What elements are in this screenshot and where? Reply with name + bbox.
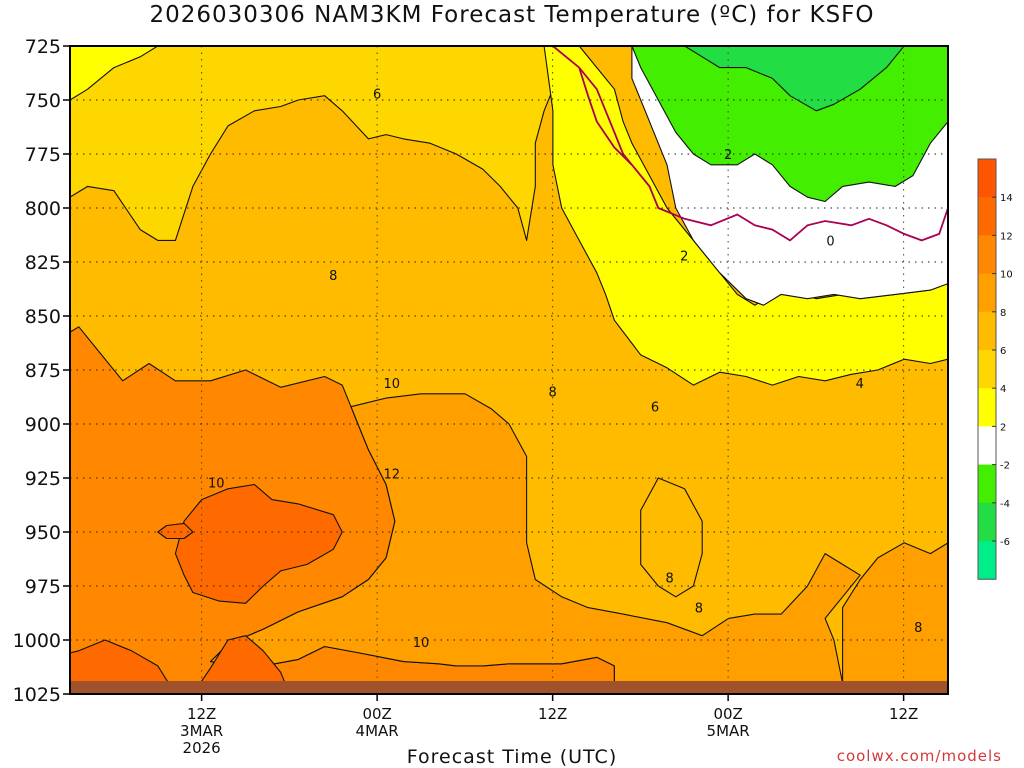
- y-tick-label: 725: [25, 36, 61, 58]
- band-region: [543, 46, 948, 386]
- colorbar-band: [978, 197, 996, 236]
- x-tick-label: 12Z: [187, 705, 216, 723]
- y-axis: 725 750 775 800 825 850 875 900 925 950 975 1000 102…: [13, 36, 70, 706]
- x-tick-label: 5MAR: [707, 722, 750, 740]
- band-region: [70, 639, 176, 694]
- x-tick-label: 00Z: [713, 705, 742, 723]
- y-tick-label: 825: [25, 252, 61, 274]
- band-region: [842, 542, 948, 694]
- contour-label: 2: [680, 250, 688, 265]
- colorbar-band: [978, 464, 996, 504]
- chart-title: 2026030306 NAM3KM Forecast Temperature (…: [149, 2, 875, 28]
- x-tick-label: 12Z: [538, 705, 567, 723]
- contour-label: 10: [383, 377, 400, 392]
- x-tick-label: 3MAR: [180, 722, 223, 740]
- colorbar-label: 14: [1000, 193, 1013, 204]
- colorbar-band: [978, 541, 996, 580]
- x-axis-title: Forecast Time (UTC): [406, 746, 618, 768]
- colorbar-label: 2: [1000, 422, 1006, 433]
- colorbar-band: [978, 502, 996, 542]
- colorbar-label: -2: [1000, 461, 1010, 472]
- y-tick-label: 775: [25, 144, 61, 166]
- colorbar-label: 8: [1000, 308, 1006, 319]
- band-region: [70, 46, 563, 241]
- y-tick-label: 1000: [13, 630, 61, 652]
- colorbar-label: -4: [1000, 499, 1010, 510]
- contour-line-zero: [578, 67, 633, 166]
- colorbar-band: [978, 311, 996, 351]
- band-region: [684, 46, 905, 112]
- y-tick-label: 875: [25, 360, 61, 382]
- x-tick-label: 2026: [183, 739, 221, 757]
- contour-label: 0: [826, 234, 834, 249]
- colorbar-label: 6: [1000, 346, 1006, 357]
- contour-line-layer: [552, 46, 948, 242]
- contour-label: 8: [665, 571, 673, 586]
- contour-label: 12: [383, 468, 400, 483]
- y-tick-label: 1025: [13, 684, 61, 706]
- x-tick-label: 4MAR: [356, 722, 399, 740]
- colorbar-label: 10: [1000, 270, 1013, 281]
- colorbar-band: [978, 159, 996, 198]
- band-region: [157, 522, 194, 540]
- contour-label: 6: [373, 88, 381, 103]
- colorbar-band: [978, 388, 996, 427]
- band-region: [640, 477, 703, 598]
- contour-label: 10: [208, 476, 225, 491]
- colorbar-band: [978, 426, 996, 466]
- grid-lines: [70, 46, 948, 694]
- colorbar-label: -6: [1000, 537, 1010, 548]
- x-tick-label: 12Z: [889, 705, 918, 723]
- y-tick-label: 975: [25, 576, 61, 598]
- colorbar-band: [978, 350, 996, 389]
- contour-label: 8: [329, 269, 337, 284]
- colorbar-label: 12: [1000, 231, 1013, 242]
- band-region: [631, 46, 948, 203]
- contour-label: 4: [856, 377, 864, 392]
- contour-fill-layer: [70, 46, 948, 694]
- y-tick-label: 850: [25, 306, 61, 328]
- credit-link[interactable]: coolwx.com/models: [836, 747, 1002, 765]
- contour-label: 8: [548, 386, 556, 401]
- contour-label: 10: [413, 636, 430, 651]
- colorbar-label: 4: [1000, 384, 1006, 395]
- contour-label: 8: [695, 602, 703, 617]
- contour-line-zero: [552, 46, 948, 242]
- y-tick-label: 950: [25, 522, 61, 544]
- colorbar-band: [978, 235, 996, 275]
- band-region: [70, 46, 159, 101]
- contour-labels: 6 8 10 12 10 8 6 2 2 0 4 8 8 10 8: [208, 88, 922, 652]
- contour-label: 2: [724, 148, 732, 163]
- y-tick-label: 800: [25, 198, 61, 220]
- x-tick-label: 00Z: [362, 705, 391, 723]
- contour-label: 8: [914, 621, 922, 636]
- terrain-band: [70, 681, 948, 694]
- y-tick-label: 750: [25, 90, 61, 112]
- contour-label: 6: [651, 401, 659, 416]
- band-region: [209, 393, 861, 694]
- band-region: [174, 483, 343, 604]
- y-tick-label: 900: [25, 414, 61, 436]
- colorbar: 14 12 10 8 6 4 2 -2 -4 -6: [977, 158, 1013, 580]
- colorbar-frame: [977, 158, 997, 580]
- colorbar-band: [978, 273, 996, 313]
- y-tick-label: 925: [25, 468, 61, 490]
